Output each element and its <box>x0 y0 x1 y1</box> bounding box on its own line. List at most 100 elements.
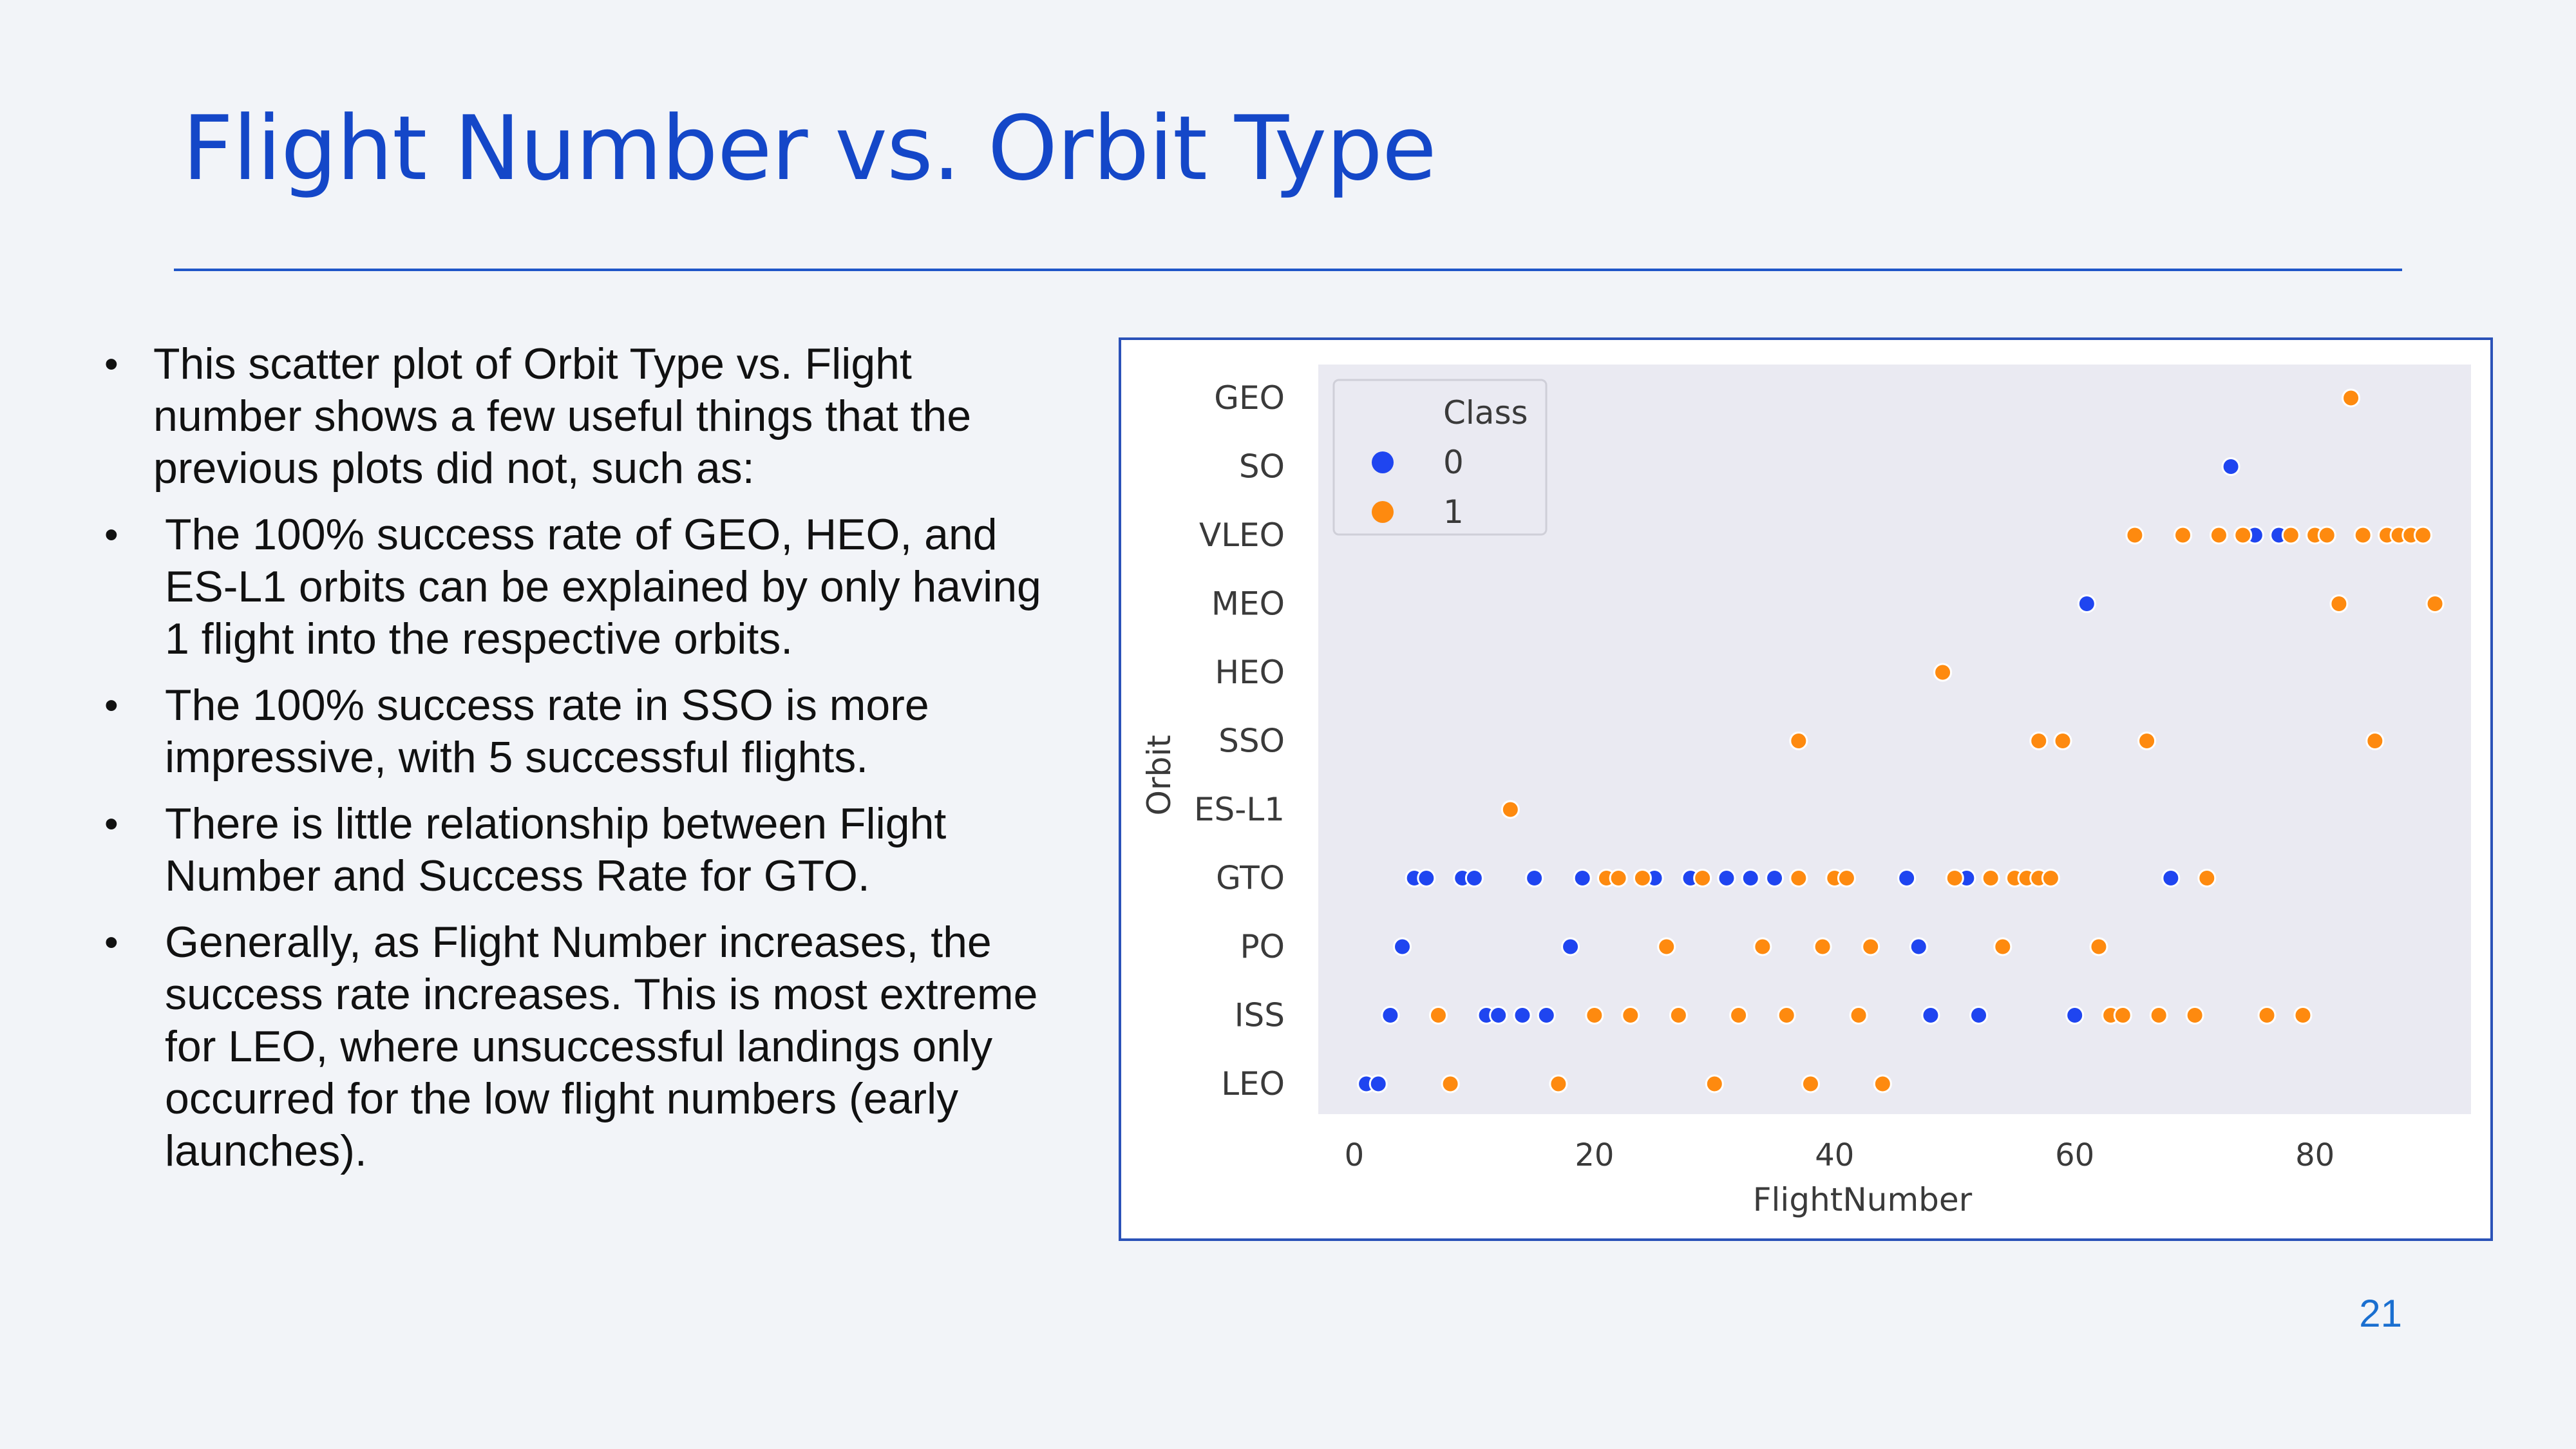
data-point-class-1 <box>1693 869 1712 887</box>
data-point-class-0 <box>1464 869 1484 887</box>
slide-title: Flight Number vs. Orbit Type <box>182 97 1437 200</box>
data-point-class-1 <box>2029 732 2049 750</box>
data-point-class-1 <box>2053 732 2072 750</box>
data-point-class-1 <box>2174 526 2192 545</box>
data-point-class-1 <box>2317 526 2336 545</box>
bullet-marker: • <box>104 683 118 728</box>
data-point-class-0 <box>1489 1006 1508 1025</box>
data-point-class-1 <box>2113 1006 2132 1025</box>
data-point-class-0 <box>1717 869 1736 887</box>
bullet-item: • There is little relationship between F… <box>97 798 1069 902</box>
data-point-class-0 <box>2065 1006 2085 1025</box>
bullet-marker: • <box>104 920 118 965</box>
data-point-class-1 <box>1729 1006 1748 1025</box>
data-point-class-1 <box>1993 937 2012 956</box>
x-tick-label: 60 <box>2055 1137 2094 1173</box>
data-point-class-1 <box>1837 869 1856 887</box>
y-tick-label: LEO <box>1221 1065 1285 1103</box>
data-point-class-1 <box>2365 732 2385 750</box>
data-point-class-0 <box>1561 937 1580 956</box>
data-point-class-1 <box>1633 869 1652 887</box>
y-tick-label: PO <box>1240 928 1285 965</box>
legend-marker-class-0 <box>1372 451 1394 473</box>
data-point-class-0 <box>1741 869 1760 887</box>
legend-label-class-1: 1 <box>1443 493 1464 531</box>
bullet-item: • Generally, as Flight Number increases,… <box>97 916 1069 1177</box>
scatter-chart: GEO SO VLEO MEO HEO SSO ES-L1 GTO PO ISS LEO 0 20 40… <box>1141 365 2471 1218</box>
data-point-class-0 <box>2221 457 2240 476</box>
y-tick-label: VLEO <box>1199 516 1285 554</box>
data-point-class-1 <box>2149 1006 2168 1025</box>
data-point-class-1 <box>1981 869 2000 887</box>
data-point-class-1 <box>2209 526 2228 545</box>
data-point-class-1 <box>2089 937 2108 956</box>
page-number: 21 <box>2359 1292 2402 1335</box>
data-point-class-1 <box>1753 937 1772 956</box>
bullet-text: This scatter plot of Orbit Type vs. Flig… <box>153 339 972 493</box>
data-point-class-1 <box>2197 869 2217 887</box>
data-point-class-0 <box>1969 1006 1989 1025</box>
data-point-class-0 <box>1897 869 1917 887</box>
y-tick-label: GTO <box>1216 860 1285 897</box>
data-point-class-0 <box>1381 1006 1400 1025</box>
x-tick-label: 20 <box>1575 1137 1614 1173</box>
x-tick-label: 80 <box>2295 1137 2334 1173</box>
data-point-class-0 <box>1537 1006 1556 1025</box>
data-point-class-0 <box>1417 869 1436 887</box>
bullet-text: Generally, as Flight Number increases, t… <box>165 918 1038 1175</box>
x-axis-label: FlightNumber <box>1753 1181 1973 1218</box>
data-point-class-1 <box>1657 937 1676 956</box>
bullet-text: The 100% success rate of GEO, HEO, and E… <box>165 510 1041 663</box>
data-point-class-1 <box>1933 663 1953 682</box>
bullet-text: The 100% success rate in SSO is more imp… <box>165 681 929 782</box>
bullet-marker: • <box>104 342 118 386</box>
data-point-class-0 <box>1921 1006 1940 1025</box>
x-tick-label: 0 <box>1345 1137 1365 1173</box>
y-tick-label: SSO <box>1218 723 1285 760</box>
bullet-text: There is little relationship between Fli… <box>165 799 947 900</box>
data-point-class-0 <box>2077 594 2096 613</box>
data-point-class-1 <box>1549 1074 1568 1094</box>
data-point-class-1 <box>2257 1006 2277 1025</box>
data-point-class-1 <box>2425 594 2445 613</box>
x-tick-labels: 0 20 40 60 80 <box>1345 1137 2334 1173</box>
y-tick-label: HEO <box>1215 654 1285 691</box>
bullet-item: • This scatter plot of Orbit Type vs. Fl… <box>97 338 1069 495</box>
data-point-class-1 <box>1609 869 1628 887</box>
data-point-class-0 <box>1513 1006 1532 1025</box>
legend-title: Class <box>1443 394 1528 431</box>
bullet-item: • The 100% success rate in SSO is more i… <box>97 679 1069 784</box>
data-point-class-1 <box>2342 388 2361 408</box>
y-tick-label: ES-L1 <box>1194 791 1285 828</box>
data-point-class-1 <box>1789 732 1808 750</box>
y-tick-label: GEO <box>1214 379 1285 417</box>
data-points <box>1357 388 2445 1094</box>
data-point-class-1 <box>1428 1006 1448 1025</box>
data-point-class-0 <box>2161 869 2181 887</box>
data-point-class-1 <box>1585 1006 1604 1025</box>
data-point-class-1 <box>1501 800 1520 819</box>
data-point-class-1 <box>1777 1006 1796 1025</box>
data-point-class-1 <box>1849 1006 1868 1025</box>
data-point-class-1 <box>2281 526 2300 545</box>
bullet-marker: • <box>104 513 118 557</box>
x-tick-label: 40 <box>1815 1137 1854 1173</box>
y-tick-label: SO <box>1239 448 1285 486</box>
data-point-class-0 <box>1525 869 1544 887</box>
data-point-class-1 <box>2353 526 2372 545</box>
title-divider <box>174 269 2402 271</box>
data-point-class-1 <box>2137 732 2157 750</box>
data-point-class-1 <box>2041 869 2060 887</box>
bullet-marker: • <box>104 802 118 846</box>
data-point-class-1 <box>1861 937 1880 956</box>
legend: Class 0 1 <box>1332 379 1548 536</box>
data-point-class-0 <box>1909 937 1928 956</box>
data-point-class-1 <box>2329 594 2349 613</box>
data-point-class-1 <box>1669 1006 1688 1025</box>
data-point-class-1 <box>2125 526 2145 545</box>
data-point-class-1 <box>1441 1074 1460 1094</box>
bullet-item: • The 100% success rate of GEO, HEO, and… <box>97 509 1069 665</box>
data-point-class-0 <box>1573 869 1592 887</box>
data-point-class-1 <box>2185 1006 2204 1025</box>
data-point-class-1 <box>1621 1006 1640 1025</box>
